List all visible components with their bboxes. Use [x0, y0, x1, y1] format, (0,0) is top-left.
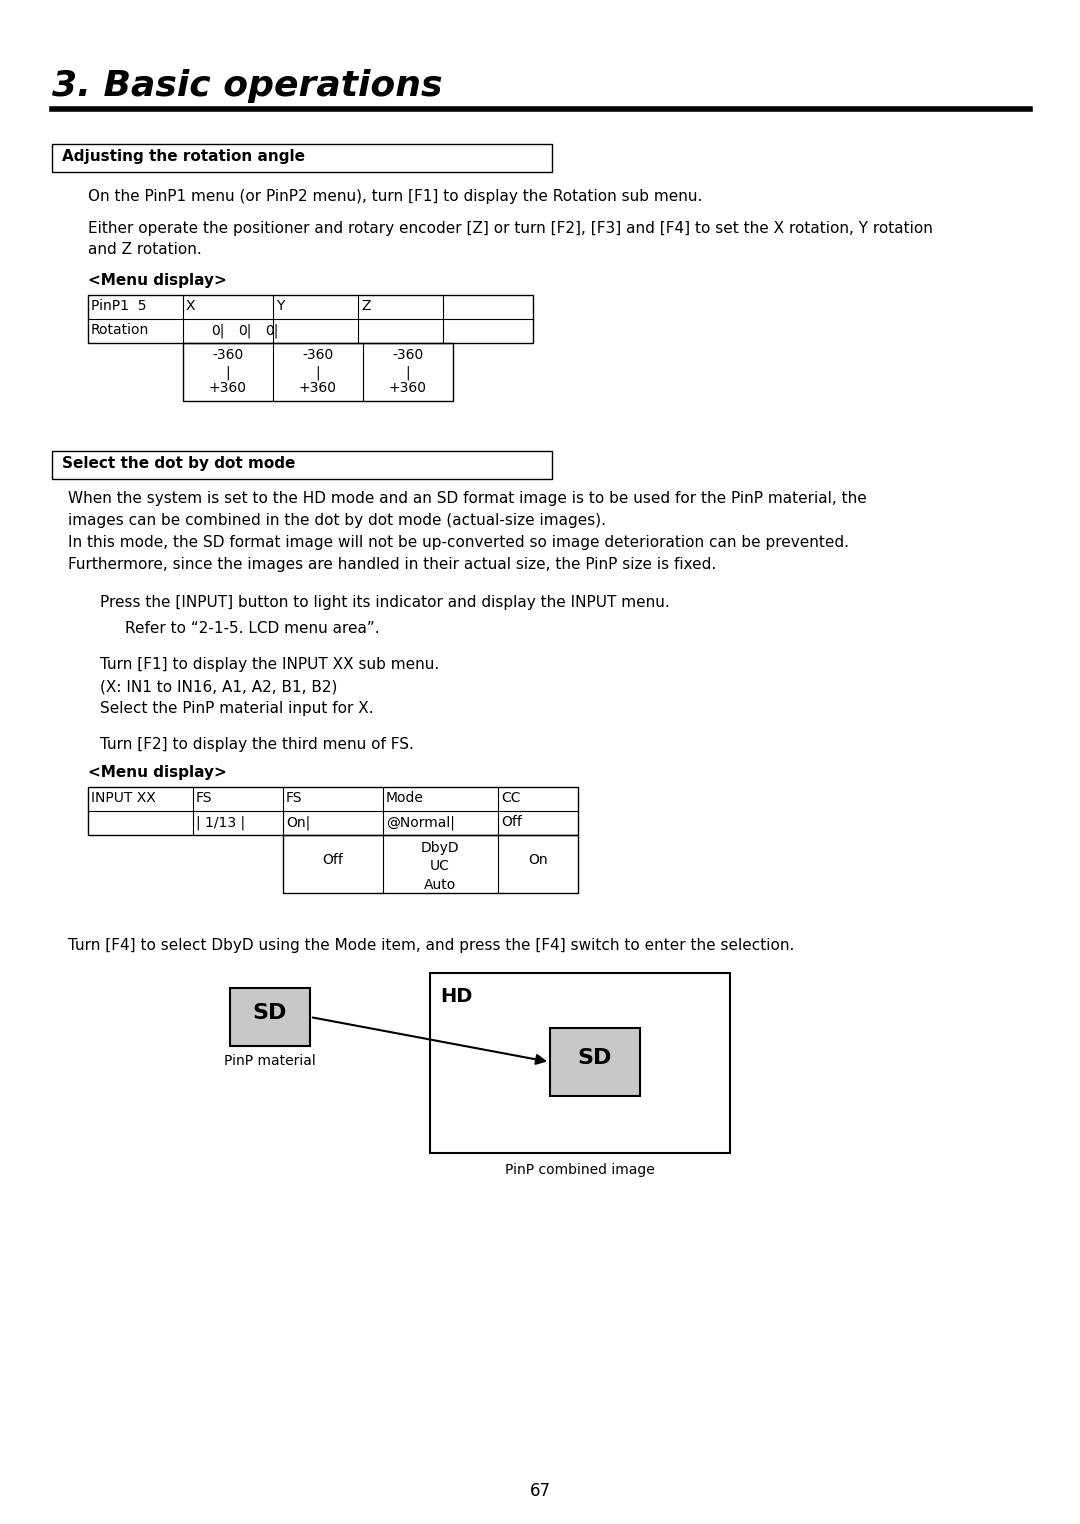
Text: <Menu display>: <Menu display>	[87, 273, 227, 288]
Text: Mode: Mode	[386, 791, 423, 805]
Bar	[430, 972, 730, 1154]
Bar	[283, 835, 578, 893]
Text: |: |	[315, 366, 321, 379]
Text: Turn [F2] to display the third menu of FS.: Turn [F2] to display the third menu of F…	[100, 738, 414, 751]
Bar	[87, 786, 578, 835]
Text: (X: IN1 to IN16, A1, A2, B1, B2): (X: IN1 to IN16, A1, A2, B1, B2)	[100, 680, 337, 693]
Bar	[183, 343, 453, 401]
Text: @Normal|: @Normal|	[386, 815, 455, 829]
Text: Turn [F4] to select DbyD using the Mode item, and press the [F4] switch to enter: Turn [F4] to select DbyD using the Mode …	[68, 937, 795, 952]
Text: -360: -360	[392, 347, 423, 363]
Text: In this mode, the SD format image will not be up-converted so image deterioratio: In this mode, the SD format image will n…	[68, 535, 849, 550]
Text: SD: SD	[578, 1049, 612, 1068]
Text: |: |	[406, 366, 410, 379]
Text: Furthermore, since the images are handled in their actual size, the PinP size is: Furthermore, since the images are handle…	[68, 556, 716, 572]
Text: -360: -360	[213, 347, 244, 363]
Text: 3. Basic operations: 3. Basic operations	[52, 69, 443, 104]
Text: +360: +360	[299, 381, 337, 395]
Text: +360: +360	[389, 381, 427, 395]
Text: INPUT XX: INPUT XX	[91, 791, 156, 805]
Text: 0|: 0|	[211, 323, 225, 337]
Text: 67: 67	[529, 1481, 551, 1500]
Text: DbyD
UC
Auto: DbyD UC Auto	[421, 841, 459, 892]
Bar	[52, 143, 552, 172]
Text: PinP1  5: PinP1 5	[91, 299, 147, 312]
Text: images can be combined in the dot by dot mode (actual-size images).: images can be combined in the dot by dot…	[68, 514, 606, 527]
Text: PinP material: PinP material	[225, 1055, 315, 1068]
Text: On the PinP1 menu (or PinP2 menu), turn [F1] to display the Rotation sub menu.: On the PinP1 menu (or PinP2 menu), turn …	[87, 189, 702, 204]
Bar	[230, 988, 310, 1045]
Text: |: |	[226, 366, 230, 379]
Text: Off: Off	[501, 815, 522, 829]
Text: CC: CC	[501, 791, 521, 805]
Bar	[87, 296, 534, 343]
Text: Refer to “2-1-5. LCD menu area”.: Refer to “2-1-5. LCD menu area”.	[125, 620, 380, 636]
Text: Select the PinP material input for X.: Select the PinP material input for X.	[100, 701, 374, 716]
Text: On: On	[528, 853, 548, 867]
Text: <Menu display>: <Menu display>	[87, 765, 227, 780]
Text: -360: -360	[302, 347, 334, 363]
Text: FS: FS	[195, 791, 213, 805]
Text: Off: Off	[323, 853, 343, 867]
Text: 0|: 0|	[265, 323, 279, 337]
Bar	[550, 1029, 640, 1096]
Text: +360: +360	[210, 381, 247, 395]
Text: Turn [F1] to display the INPUT XX sub menu.: Turn [F1] to display the INPUT XX sub me…	[100, 657, 440, 672]
Text: Rotation: Rotation	[91, 323, 149, 337]
Text: Adjusting the rotation angle: Adjusting the rotation angle	[62, 149, 305, 165]
Bar	[52, 451, 552, 479]
Text: PinP combined image: PinP combined image	[505, 1163, 654, 1177]
Text: Z: Z	[361, 299, 370, 312]
Text: When the system is set to the HD mode and an SD format image is to be used for t: When the system is set to the HD mode an…	[68, 491, 867, 506]
Text: HD: HD	[440, 988, 472, 1006]
Text: SD: SD	[253, 1003, 287, 1023]
Text: Press the [INPUT] button to light its indicator and display the INPUT menu.: Press the [INPUT] button to light its in…	[100, 594, 670, 610]
Text: Either operate the positioner and rotary encoder [Z] or turn [F2], [F3] and [F4]: Either operate the positioner and rotary…	[87, 221, 933, 258]
Text: Select the dot by dot mode: Select the dot by dot mode	[62, 456, 295, 471]
Text: X: X	[186, 299, 195, 312]
Text: FS: FS	[286, 791, 302, 805]
Text: | 1/13 |: | 1/13 |	[195, 815, 245, 829]
Text: On|: On|	[286, 815, 310, 829]
Text: Y: Y	[276, 299, 284, 312]
Text: 0|: 0|	[238, 323, 252, 337]
